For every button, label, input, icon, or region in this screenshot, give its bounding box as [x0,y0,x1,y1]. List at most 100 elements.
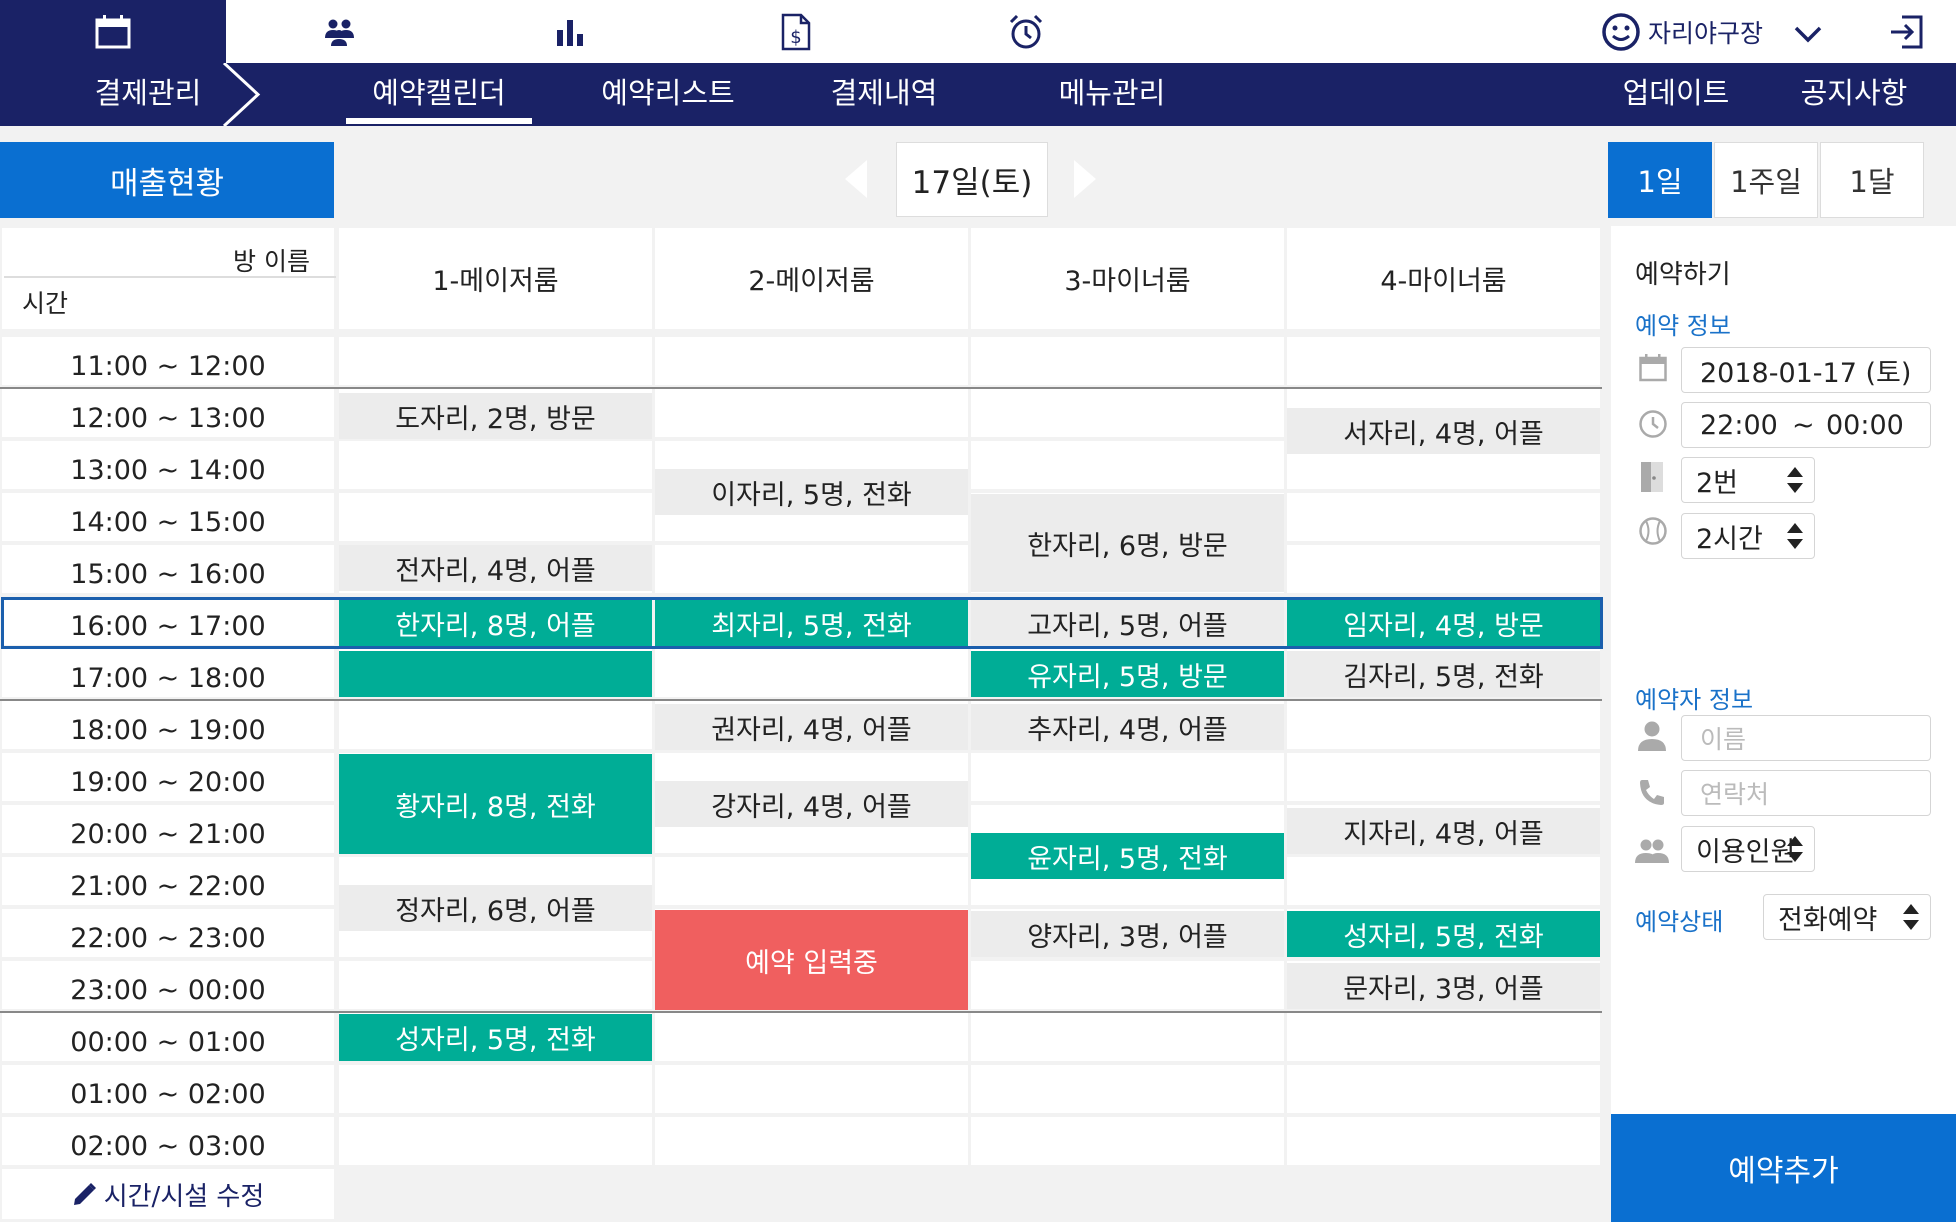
nav-payment-management[interactable]: 결제관리 [94,76,202,110]
prev-day-arrow-icon[interactable] [845,160,869,198]
tab-reservation-calendar[interactable]: 예약캘린더 [372,76,506,110]
calendar-tab[interactable] [0,0,226,63]
block-separator [0,387,1602,389]
reservation-block[interactable]: 지자리, 4명, 어플 [1287,808,1600,854]
slot-cell-room-3[interactable] [971,389,1284,437]
tab-reservation-list[interactable]: 예약리스트 [601,76,735,110]
nav-update[interactable]: 업데이트 [1622,76,1730,110]
slot-cell-room-3[interactable] [971,753,1284,801]
header-divider [4,276,336,278]
top-icon-bar: $ 자리야구장 [0,0,1956,63]
slot-cell-room-2[interactable] [655,545,968,593]
tab-menu-management[interactable]: 메뉴관리 [1058,76,1166,110]
customers-tab[interactable] [300,0,380,63]
room-name-header: 방 이름 [233,247,310,276]
reservation-block[interactable]: 전자리, 4명, 어플 [339,545,652,591]
slot-cell-room-4[interactable] [1287,701,1600,749]
current-date: 17일(토) [896,142,1048,217]
tab-payment-history[interactable]: 결제내역 [830,76,938,110]
room-select[interactable]: 2번 [1681,457,1815,503]
chevron-down-icon[interactable] [1793,24,1823,44]
reservation-block[interactable]: 도자리, 2명, 방문 [339,393,652,439]
next-day-arrow-icon[interactable] [1072,160,1096,198]
name-input[interactable]: 이름 [1681,715,1931,761]
slot-cell-room-1[interactable] [339,337,652,385]
slot-cell-room-3[interactable] [971,337,1284,385]
reservation-block[interactable]: 정자리, 6명, 어플 [339,885,652,931]
invoice-tab[interactable]: $ [756,0,836,63]
reservation-in-progress[interactable]: 예약 입력중 [655,910,968,1010]
reservation-block[interactable]: 한자리, 6명, 방문 [971,494,1284,592]
slot-cell-room-3[interactable] [971,441,1284,489]
reservation-block[interactable]: 강자리, 4명, 어플 [655,781,968,827]
range-week-button[interactable]: 1주일 [1714,142,1818,218]
reservation-block[interactable]: 성자리, 5명, 전화 [339,1014,652,1061]
reservation-block[interactable]: 윤자리, 5명, 전화 [971,833,1284,879]
reservation-block[interactable]: 서자리, 4명, 어플 [1287,408,1600,454]
reservation-block[interactable]: 문자리, 3명, 어플 [1287,963,1600,1009]
time-start: 22:00 [1700,409,1778,441]
reservation-block[interactable]: 성자리, 5명, 전화 [1287,911,1600,957]
logout-icon[interactable] [1888,14,1924,50]
user-name[interactable]: 자리야구장 [1648,19,1764,48]
slot-cell-room-4[interactable] [1287,545,1600,593]
slot-cell-room-2[interactable] [655,857,968,905]
reservation-block[interactable]: 양자리, 3명, 어플 [971,911,1284,957]
time-header: 시간 [22,289,69,318]
reservation-block[interactable] [339,651,652,697]
people-icon [1635,839,1669,863]
slot-cell-room-1[interactable] [339,1065,652,1113]
alarm-tab[interactable] [986,0,1066,63]
reservation-block[interactable]: 김자리, 5명, 전화 [1287,651,1600,697]
people-select[interactable]: 이용인원 [1681,826,1815,872]
baseball-icon [1639,517,1667,545]
reservation-block[interactable]: 추자리, 4명, 어플 [971,704,1284,750]
slot-cell-room-2[interactable] [655,337,968,385]
slot-cell-room-4[interactable] [1287,337,1600,385]
slot-cell-room-3[interactable] [971,1117,1284,1165]
reservation-block[interactable]: 임자리, 4명, 방문 [1287,600,1600,646]
room-header-4: 4-마이너룸 [1287,228,1600,329]
edit-time-facility-button[interactable]: 시간/시설 수정 [2,1169,334,1219]
duration-select[interactable]: 2시간 [1681,513,1815,559]
slot-cell-room-3[interactable] [971,1013,1284,1061]
slot-cell-room-3[interactable] [971,1065,1284,1113]
slot-cell-room-1[interactable] [339,961,652,1009]
slot-cell-room-1[interactable] [339,1117,652,1165]
reservation-block[interactable]: 고자리, 5명, 어플 [971,600,1284,646]
date-field[interactable]: 2018-01-17 (토) [1681,347,1931,393]
reservation-block[interactable]: 최자리, 5명, 전화 [655,600,968,646]
slot-cell-room-4[interactable] [1287,1065,1600,1113]
slot-cell-room-4[interactable] [1287,1013,1600,1061]
range-day-button[interactable]: 1일 [1608,142,1712,218]
slot-cell-room-1[interactable] [339,493,652,541]
slot-cell-room-3[interactable] [971,961,1284,1009]
time-separator: ~ [1792,409,1815,441]
slot-cell-room-1[interactable] [339,441,652,489]
slot-cell-room-2[interactable] [655,1013,968,1061]
time-range-field[interactable]: 22:00 ~ 00:00 [1681,402,1931,448]
time-slot-label: 01:00 ~ 02:00 [2,1065,334,1113]
reservation-block[interactable]: 이자리, 5명, 전화 [655,469,968,515]
slot-cell-room-4[interactable] [1287,493,1600,541]
slot-cell-room-2[interactable] [655,1117,968,1165]
phone-input[interactable]: 연락처 [1681,770,1931,816]
status-select[interactable]: 전화예약 [1763,894,1931,940]
slot-cell-room-4[interactable] [1287,857,1600,905]
sales-status-button[interactable]: 매출현황 [0,142,334,218]
reservation-block[interactable]: 한자리, 8명, 어플 [339,600,652,646]
reservation-block[interactable]: 유자리, 5명, 방문 [971,651,1284,697]
range-month-button[interactable]: 1달 [1820,142,1924,218]
stats-tab[interactable] [530,0,610,63]
slot-cell-room-4[interactable] [1287,1117,1600,1165]
reservation-block[interactable]: 황자리, 8명, 전화 [339,754,652,854]
slot-cell-room-1[interactable] [339,701,652,749]
reservation-block[interactable]: 권자리, 4명, 어플 [655,704,968,750]
slot-cell-room-2[interactable] [655,389,968,437]
slot-cell-room-2[interactable] [655,649,968,697]
add-reservation-button[interactable]: 예약추가 [1611,1114,1956,1222]
nav-notice[interactable]: 공지사항 [1800,76,1908,110]
invoice-icon: $ [781,13,811,50]
slot-cell-room-4[interactable] [1287,753,1600,801]
slot-cell-room-2[interactable] [655,1065,968,1113]
